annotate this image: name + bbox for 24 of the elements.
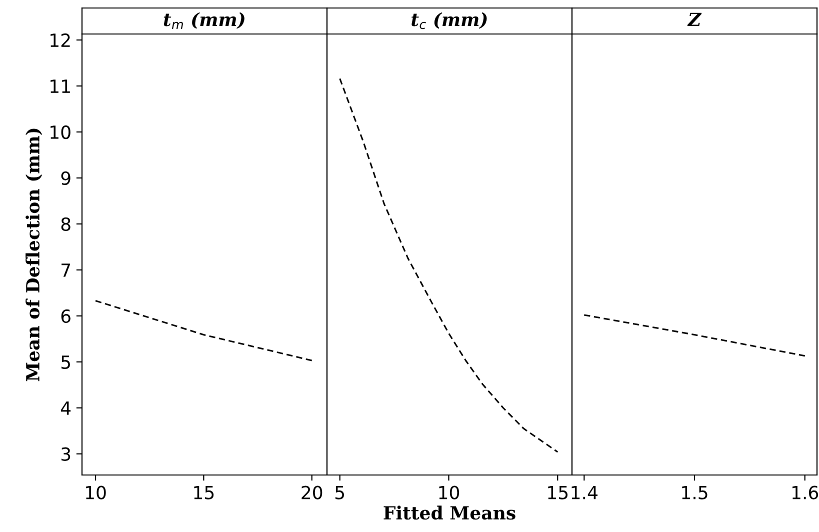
x-tick-label: 1.4 [572, 486, 598, 500]
y-tick-label: 8 [61, 217, 70, 232]
y-tick-label: 9 [61, 171, 70, 186]
x-tick-label: 10 [439, 486, 460, 500]
y-tick-label: 7 [62, 264, 70, 277]
y-tick-label: 3 [61, 447, 70, 461]
x-tick-label: 1.6 [792, 486, 818, 500]
x-tick-label: 15 [548, 486, 568, 500]
chart-title: t$_{c}$ (mm) [412, 12, 487, 30]
y-tick-label: 4 [60, 402, 71, 415]
x-axis-title: Fitted Means [384, 506, 516, 520]
y-tick-label: 6 [61, 309, 70, 324]
y-tick-label: 5 [61, 356, 70, 369]
y-axis-title: Mean of Deflection (mm) [26, 128, 42, 382]
x-tick-label: 20 [302, 486, 322, 500]
x-tick-label: 5 [336, 486, 344, 500]
chart-title: t$_{m}$ (mm) [164, 12, 244, 29]
y-tick-label: 12 [50, 33, 70, 47]
chart-title: Z [687, 12, 702, 26]
y-tick-label: 10 [50, 125, 70, 140]
x-tick-label: 15 [194, 486, 214, 500]
x-tick-label: 10 [86, 486, 106, 500]
x-tick-label: 1.5 [682, 486, 708, 500]
y-tick-label: 11 [50, 80, 70, 93]
